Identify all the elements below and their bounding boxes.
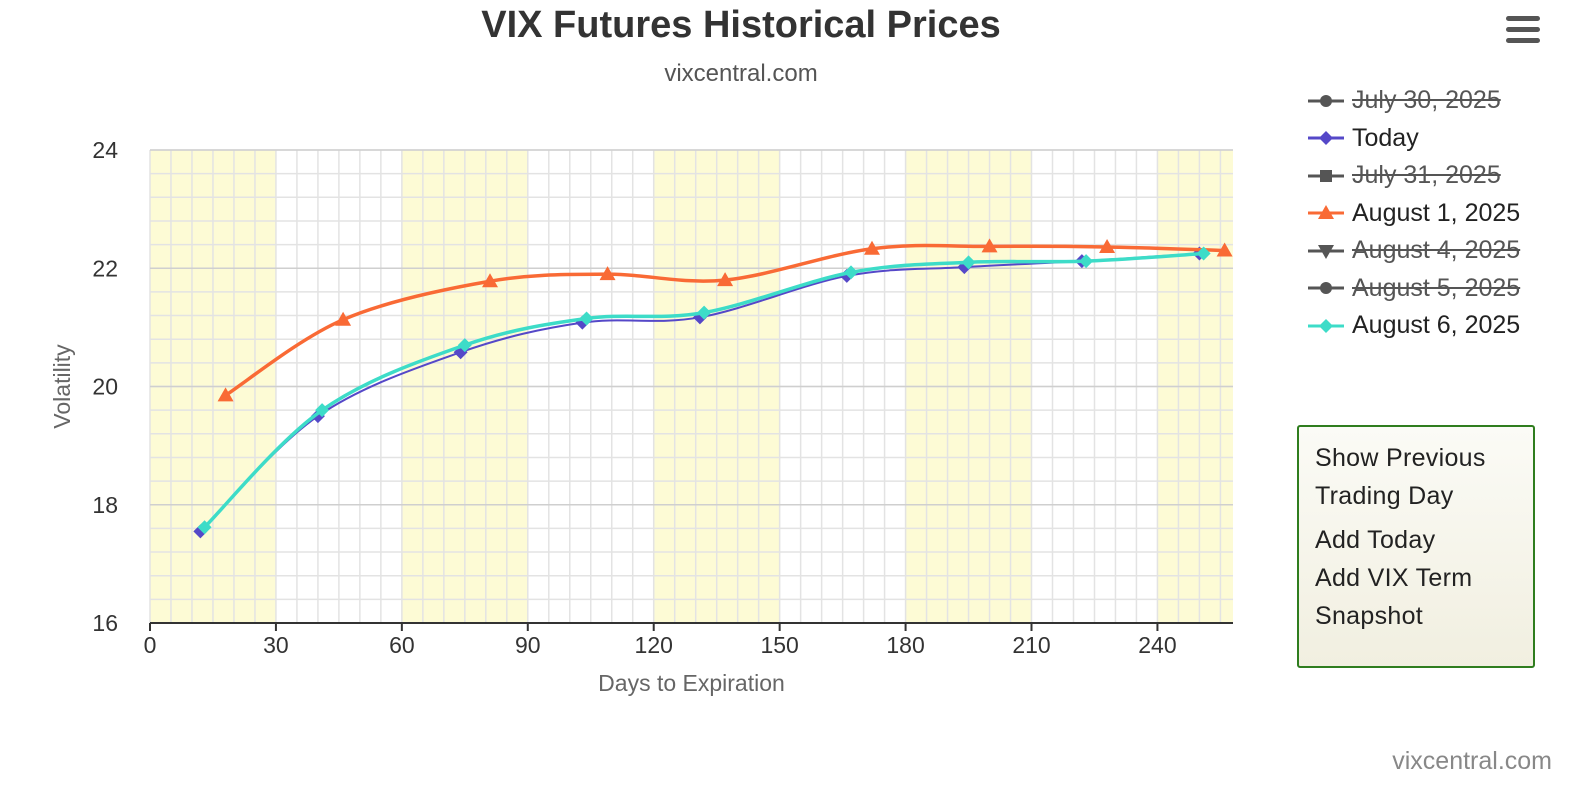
menu-item-add-today[interactable]: Add Today bbox=[1315, 526, 1436, 554]
x-tick-label: 90 bbox=[515, 632, 541, 658]
y-axis-label: Volatility bbox=[49, 344, 75, 429]
menu-item-add-vix-term[interactable]: Add VIX Term bbox=[1315, 564, 1473, 592]
legend-marker bbox=[1320, 94, 1332, 107]
data-point-august-6-2025 bbox=[315, 403, 330, 418]
data-point-august-6-2025 bbox=[1196, 246, 1211, 261]
legend-item-august-1[interactable]: August 1, 2025 bbox=[1308, 195, 1578, 233]
data-point-august-6-2025 bbox=[457, 338, 472, 353]
chart-legend: July 30, 2025 Today July 31, 2025 August… bbox=[1308, 82, 1578, 345]
legend-label: August 1, 2025 bbox=[1352, 198, 1521, 227]
data-point-august-1-2025 bbox=[217, 387, 234, 402]
legend-label: July 31, 2025 bbox=[1352, 161, 1501, 190]
legend-label: August 4, 2025 bbox=[1352, 236, 1521, 265]
menu-item-show-previous-trading-day[interactable]: Show Previous Trading Day bbox=[1315, 444, 1486, 510]
x-tick-label: 180 bbox=[886, 632, 924, 658]
y-tick-label: 20 bbox=[92, 374, 118, 400]
legend-marker bbox=[1319, 318, 1333, 333]
data-point-august-1-2025 bbox=[335, 311, 352, 326]
data-point-august-6-2025 bbox=[197, 520, 212, 535]
legend-label: August 5, 2025 bbox=[1352, 273, 1521, 302]
y-tick-label: 22 bbox=[92, 255, 118, 281]
data-point-august-1-2025 bbox=[864, 240, 880, 255]
legend-symbol-triangle-down bbox=[1308, 244, 1344, 259]
x-tick-label: 120 bbox=[635, 632, 673, 658]
chart-title: VIX Futures Historical Prices bbox=[481, 4, 1001, 46]
data-point-august-1-2025 bbox=[599, 266, 616, 281]
legend-symbol-circle bbox=[1308, 282, 1344, 295]
legend-label: Today bbox=[1352, 123, 1419, 152]
data-point-august-6-2025 bbox=[697, 305, 712, 320]
legend-item-today[interactable]: Today bbox=[1308, 120, 1578, 158]
legend-item-august-5[interactable]: August 5, 2025 bbox=[1308, 270, 1578, 308]
export-context-menu: Show Previous Trading Day Add Today Add … bbox=[1297, 425, 1535, 668]
x-tick-label: 60 bbox=[389, 632, 415, 658]
x-tick-label: 210 bbox=[1012, 632, 1050, 658]
legend-item-august-4[interactable]: August 4, 2025 bbox=[1308, 232, 1578, 270]
data-point-august-6-2025 bbox=[961, 255, 976, 270]
data-point-august-6-2025 bbox=[1079, 254, 1094, 269]
legend-marker bbox=[1318, 205, 1334, 220]
legend-symbol-square bbox=[1308, 169, 1344, 182]
legend-item-july-30[interactable]: July 30, 2025 bbox=[1308, 82, 1578, 120]
legend-label: August 6, 2025 bbox=[1352, 311, 1521, 340]
x-tick-label: 150 bbox=[760, 632, 798, 658]
legend-label: July 30, 2025 bbox=[1352, 86, 1501, 115]
data-point-august-1-2025 bbox=[1099, 238, 1116, 253]
legend-marker bbox=[1320, 169, 1332, 182]
chart-subtitle: vixcentral.com bbox=[664, 60, 818, 87]
y-tick-label: 24 bbox=[92, 137, 118, 163]
legend-symbol-diamond bbox=[1308, 131, 1344, 146]
legend-marker bbox=[1319, 131, 1333, 146]
x-tick-label: 30 bbox=[263, 632, 289, 658]
x-tick-label: 240 bbox=[1138, 632, 1176, 658]
legend-symbol-circle bbox=[1308, 94, 1344, 107]
y-tick-label: 18 bbox=[92, 492, 118, 518]
legend-marker bbox=[1318, 244, 1334, 259]
data-point-august-6-2025 bbox=[844, 265, 859, 280]
data-point-august-1-2025 bbox=[1216, 242, 1233, 257]
x-tick-label: 0 bbox=[144, 632, 157, 658]
data-point-august-6-2025 bbox=[579, 311, 594, 326]
x-axis-label: Days to Expiration bbox=[598, 670, 785, 696]
legend-item-july-31[interactable]: July 31, 2025 bbox=[1308, 157, 1578, 195]
legend-symbol-triangle bbox=[1308, 205, 1344, 220]
legend-symbol-diamond bbox=[1308, 318, 1344, 333]
credit-text: vixcentral.com bbox=[1392, 747, 1552, 775]
data-point-august-1-2025 bbox=[482, 273, 499, 288]
legend-item-august-6[interactable]: August 6, 2025 bbox=[1308, 307, 1578, 345]
data-point-august-1-2025 bbox=[981, 238, 998, 253]
menu-item-snapshot[interactable]: Snapshot bbox=[1315, 602, 1424, 630]
data-point-august-1-2025 bbox=[717, 272, 734, 287]
y-tick-label: 16 bbox=[92, 610, 118, 636]
legend-marker bbox=[1320, 282, 1332, 295]
hamburger-menu-icon[interactable] bbox=[1506, 16, 1540, 44]
